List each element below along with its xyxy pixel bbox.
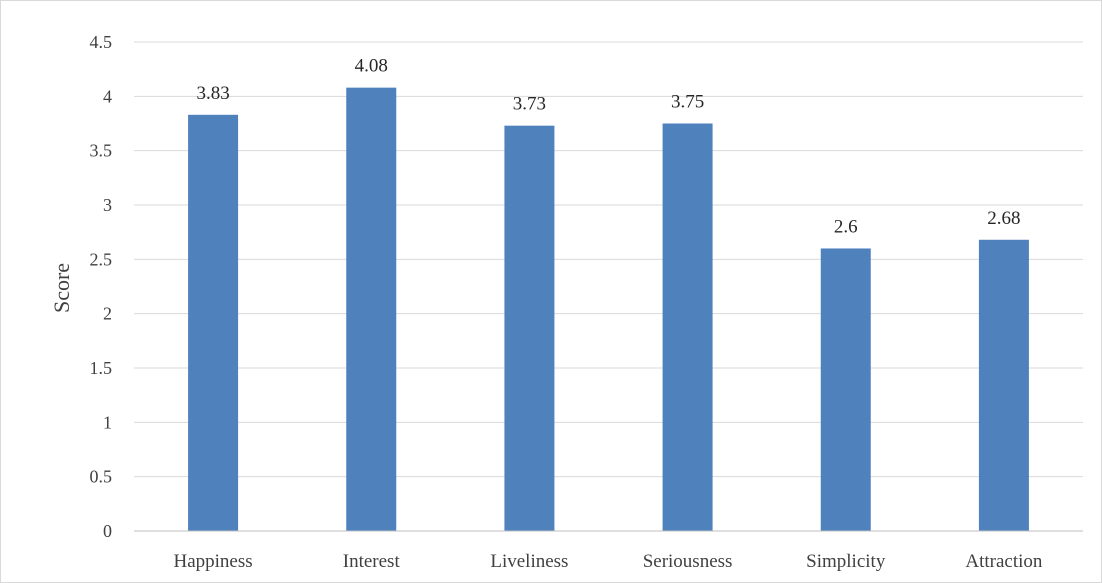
x-category-label: Happiness xyxy=(174,551,253,572)
data-label-liveliness: 3.73 xyxy=(513,94,546,115)
data-label-interest: 4.08 xyxy=(355,56,388,77)
bar-liveliness xyxy=(504,126,554,531)
y-tick-label: 4.5 xyxy=(90,32,113,52)
x-axis-categories: Happiness Interest Liveliness Seriousness Si… xyxy=(174,551,1043,572)
y-tick-label: 0 xyxy=(103,521,112,541)
bars xyxy=(188,88,1029,531)
bar-happiness xyxy=(188,115,238,531)
x-category-label: Interest xyxy=(343,551,401,572)
y-tick-label: 2 xyxy=(103,304,112,324)
data-labels: 3.83 4.08 3.73 3.75 2.6 2.68 xyxy=(196,56,1020,238)
y-tick-label: 1 xyxy=(103,412,112,432)
bar-seriousness xyxy=(663,124,713,532)
data-label-seriousness: 3.75 xyxy=(671,92,704,113)
x-category-label: Simplicity xyxy=(806,551,886,572)
bar-interest xyxy=(346,88,396,531)
data-label-happiness: 3.83 xyxy=(196,83,229,104)
y-tick-label: 3.5 xyxy=(90,141,113,161)
bar-attraction xyxy=(979,240,1029,531)
x-category-label: Seriousness xyxy=(643,551,733,572)
bar-simplicity xyxy=(821,248,871,531)
y-axis-ticks: 0 0.5 1 1.5 2 2.5 3 3.5 4 4.5 xyxy=(90,32,113,541)
y-tick-label: 0.5 xyxy=(90,467,113,487)
y-axis-title: Score xyxy=(49,263,74,313)
y-tick-label: 1.5 xyxy=(90,358,113,378)
x-category-label: Attraction xyxy=(965,551,1043,572)
gridlines xyxy=(134,42,1083,477)
x-category-label: Liveliness xyxy=(490,551,568,572)
data-label-simplicity: 2.6 xyxy=(834,216,858,237)
y-tick-label: 2.5 xyxy=(90,249,113,269)
y-tick-label: 3 xyxy=(103,195,112,215)
y-tick-label: 4 xyxy=(103,86,112,106)
data-label-attraction: 2.68 xyxy=(987,208,1020,229)
